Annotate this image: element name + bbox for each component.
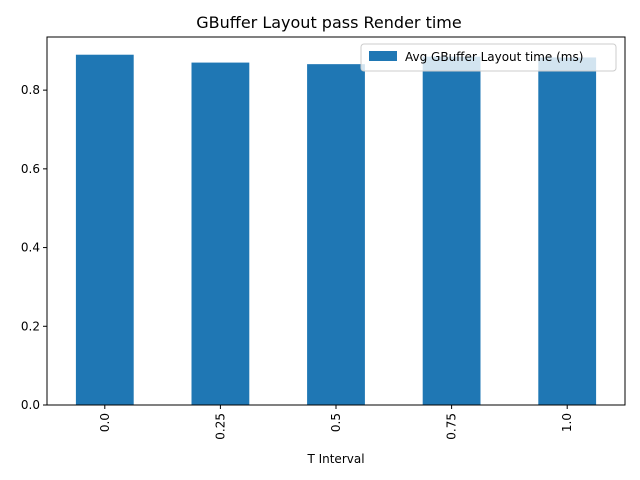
- chart-title: GBuffer Layout pass Render time: [196, 13, 461, 32]
- x-ticks-group: 0.0 0.25 0.5 0.75 1.0: [98, 405, 574, 440]
- x-tick-label: 0.0: [98, 413, 112, 432]
- y-tick-label: 0.0: [21, 398, 40, 412]
- y-tick-label: 0.6: [21, 162, 40, 176]
- bar-0.75: [422, 56, 481, 406]
- bar-0.5: [307, 64, 365, 405]
- bar-0.25: [191, 62, 250, 406]
- legend-frame: [360, 43, 617, 72]
- y-tick-label: 0.2: [21, 319, 40, 333]
- x-axis-label: T Interval: [306, 452, 364, 466]
- legend: Avg GBuffer Layout time (ms): [360, 43, 617, 72]
- x-tick-label: 1.0: [560, 413, 574, 432]
- legend-entry-label: Avg GBuffer Layout time (ms): [405, 50, 583, 64]
- bar-0.0: [75, 54, 134, 405]
- bar-1.0: [538, 57, 597, 405]
- y-tick-label: 0.4: [21, 241, 40, 255]
- bars-group: [75, 54, 597, 406]
- y-tick-label: 0.8: [21, 83, 40, 97]
- x-tick-label: 0.75: [445, 413, 459, 440]
- x-tick-label: 0.25: [213, 413, 227, 440]
- x-tick-label: 0.5: [329, 413, 343, 432]
- legend-swatch: [369, 51, 397, 61]
- y-ticks-group: 0.0 0.2 0.4 0.6 0.8: [21, 83, 47, 412]
